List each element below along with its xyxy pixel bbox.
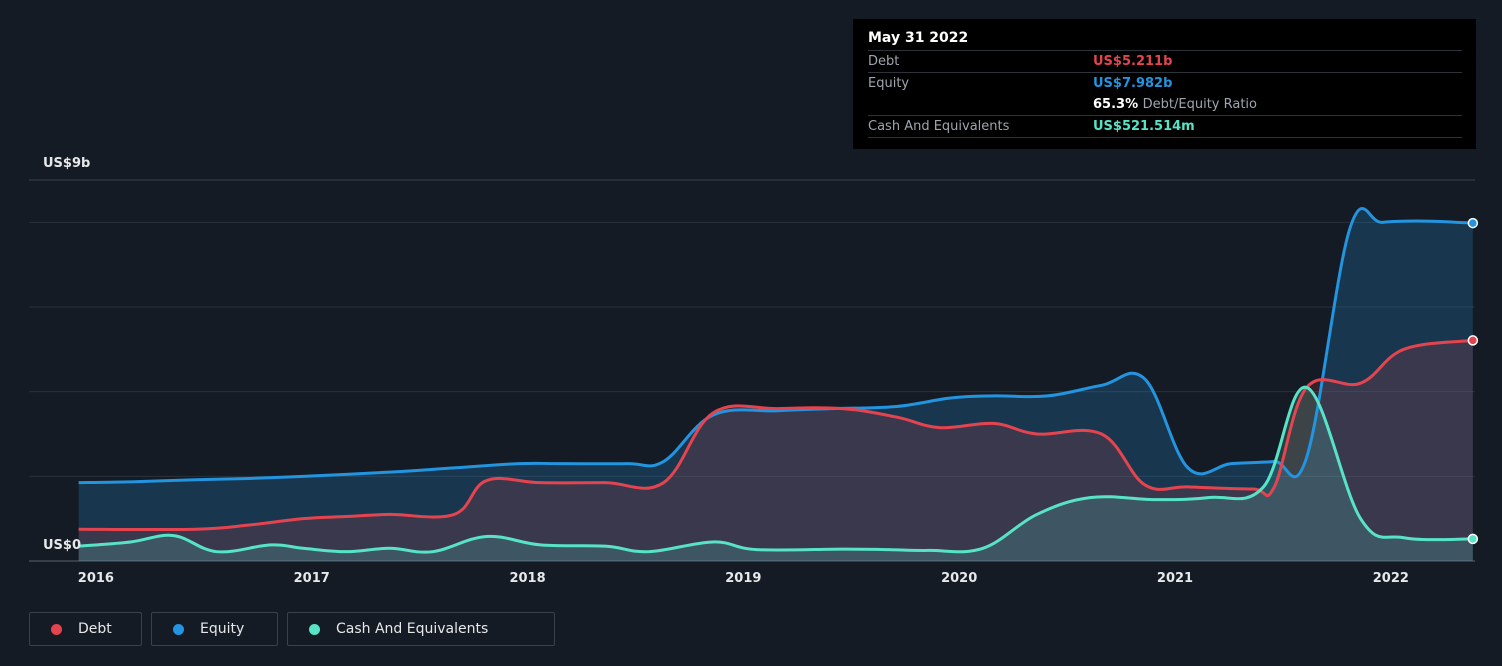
legend-equity-label: Equity [200,621,245,637]
cash-dot-icon [309,623,320,635]
y-axis-max-label: US$9b [43,156,91,171]
legend-debt-label: Debt [78,621,112,637]
tooltip-ratio-row: 65.3% Debt/Equity Ratio [868,94,1462,116]
tooltip-cash-label: Cash And Equivalents [868,119,1010,134]
cash-and-equivalents-line [78,385,1473,554]
tooltip-cash-value: US$521.514m [1093,119,1195,134]
tooltip-equity-label: Equity [868,76,910,91]
tooltip-equity-row: Equity US$7.982b [868,73,1462,94]
tooltip-ratio-label: Debt/Equity Ratio [1142,97,1257,112]
tooltip-debt-value: US$5.211b [1093,54,1173,69]
y-axis-zero-label: US$0 [43,538,82,553]
x-tick-label: 2019 [725,571,762,586]
debt-area [78,340,1473,561]
tooltip-date: May 31 2022 [868,28,1462,51]
x-tick-label: 2020 [941,571,978,586]
legend-item-debt[interactable]: Debt [29,612,142,646]
chart-tooltip: May 31 2022 Debt US$5.211b Equity US$7.9… [853,19,1476,149]
x-tick-label: 2018 [509,571,546,586]
debt-line [78,338,1474,532]
tooltip-ratio-value: 65.3% [1093,97,1139,112]
legend-item-equity[interactable]: Equity [151,612,278,646]
legend-cash-label: Cash And Equivalents [336,621,489,637]
equity-end-point [1467,217,1479,229]
tooltip-equity-value: US$7.982b [1093,76,1173,91]
x-tick-label: 2022 [1372,571,1409,586]
chart-legend: Debt Equity Cash And Equivalents [29,612,555,646]
legend-item-cash[interactable]: Cash And Equivalents [287,612,555,646]
tooltip-cash-row: Cash And Equivalents US$521.514m [868,116,1462,138]
equity-dot-icon [173,623,184,635]
equity-area [78,208,1473,562]
x-tick-label: 2016 [77,571,114,586]
cash-and-equivalents-area [78,387,1473,561]
equity-line [78,207,1473,485]
x-tick-label: 2021 [1156,571,1194,586]
tooltip-debt-label: Debt [868,54,900,69]
debt-dot-icon [51,623,62,635]
tooltip-debt-row: Debt US$5.211b [868,51,1462,73]
cash-and-equivalents-end-point [1467,533,1479,545]
debt-end-point [1467,335,1479,346]
x-tick-label: 2017 [293,571,330,586]
